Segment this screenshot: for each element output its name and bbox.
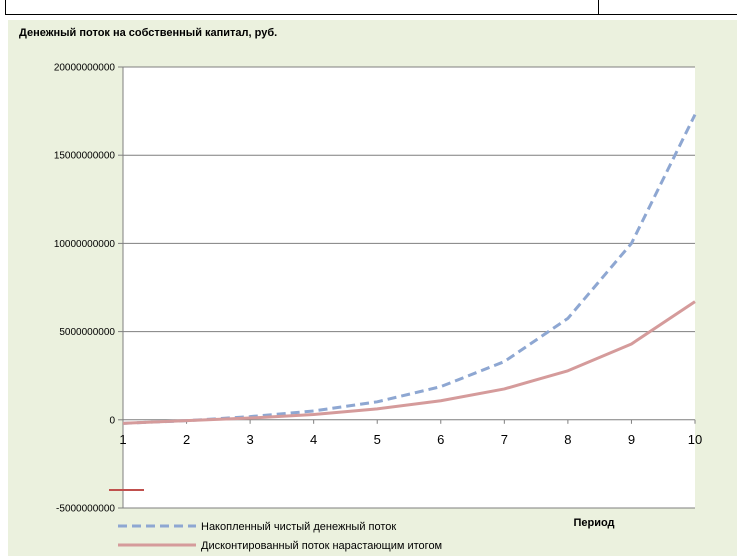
y-tick-label: 5000000000 <box>59 327 115 338</box>
y-tick-label: 10000000000 <box>54 239 116 250</box>
y-tick-label: -5000000000 <box>56 504 115 515</box>
y-tick-label: 0 <box>109 415 115 426</box>
x-tick-label: 3 <box>246 432 253 447</box>
series-line-discounted-cumulative <box>122 300 696 425</box>
x-tick-label: 9 <box>628 432 635 447</box>
x-tick-label: 2 <box>183 432 190 447</box>
cell-border-bottom <box>5 14 737 15</box>
series-line-cumulative-cash-flow <box>122 113 697 425</box>
x-tick-label: 8 <box>564 432 571 447</box>
legend-label: Накопленный чистый денежный поток <box>201 521 396 533</box>
x-tick-label: 4 <box>310 432 317 447</box>
y-tick-label: 20000000000 <box>54 63 116 74</box>
spreadsheet-cell-row <box>0 0 737 19</box>
cell-border-mid <box>598 0 599 15</box>
x-axis-title: Период <box>573 517 614 529</box>
plot-area <box>123 67 695 508</box>
x-tick-label: 6 <box>437 432 444 447</box>
chart-title: Денежный поток на собственный капитал, р… <box>19 27 278 39</box>
x-tick-label: 10 <box>688 432 702 447</box>
x-tick-label: 7 <box>501 432 508 447</box>
y-tick-label: 15000000000 <box>54 151 116 162</box>
x-tick-label: 5 <box>374 432 381 447</box>
cell-border-left <box>5 0 6 15</box>
x-tick-label: 1 <box>119 432 126 447</box>
legend-label: Дисконтированный поток нарастающим итого… <box>201 540 442 552</box>
